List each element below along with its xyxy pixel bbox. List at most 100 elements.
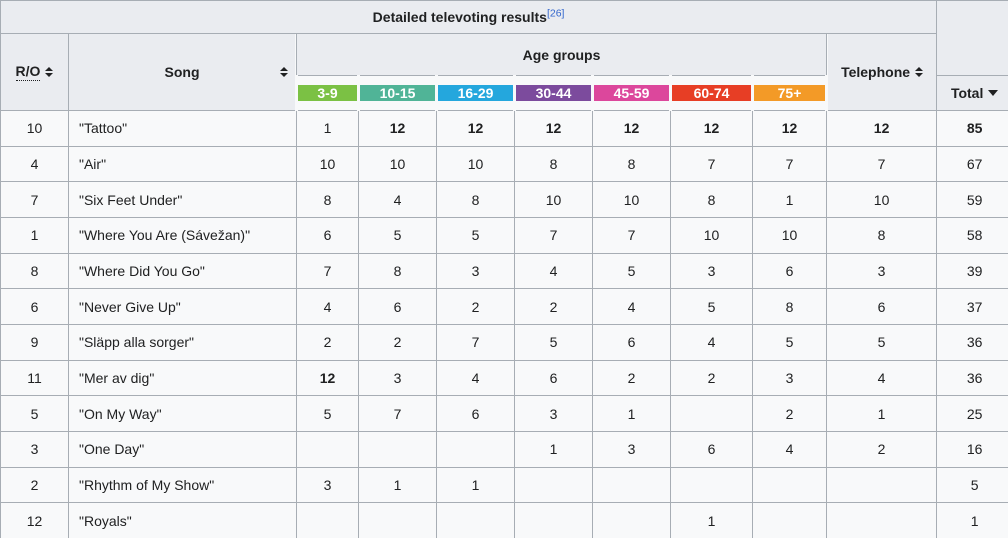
vote-cell: 5 [296, 395, 359, 432]
telephone-header-label: Telephone [841, 64, 911, 80]
ro-cell: 9 [0, 323, 69, 361]
vote-cell: 6 [592, 323, 671, 361]
vote-cell: 6 [358, 288, 437, 325]
vote-cell: 3 [358, 359, 437, 397]
ro-cell: 4 [0, 145, 69, 183]
table-row: 11 "Mer av dig" 12 3 4 6 2 2 3 4 36 [0, 359, 1008, 397]
sort-unsorted-icon[interactable] [45, 67, 54, 77]
column-header-total[interactable]: Total [936, 75, 1008, 111]
vote-cell: 12 [670, 110, 753, 147]
age-group-header: 10-15 [357, 75, 438, 111]
ro-cell: 2 [0, 466, 69, 504]
vote-cell: 8 [358, 252, 437, 290]
reference-link[interactable]: [26] [546, 7, 565, 20]
vote-cell [358, 430, 437, 468]
vote-cell: 12 [358, 110, 437, 147]
song-cell: "One Day" [68, 430, 297, 468]
vote-cell: 4 [752, 430, 827, 468]
ro-cell: 10 [0, 110, 69, 147]
vote-cell: 2 [296, 323, 359, 361]
total-cell: 67 [936, 145, 1008, 183]
vote-cell [592, 502, 671, 538]
song-header-label: Song [164, 64, 200, 80]
total-header-label: Total [950, 85, 984, 101]
ro-cell: 12 [0, 502, 69, 538]
vote-cell: 1 [514, 430, 593, 468]
sort-unsorted-icon[interactable] [280, 67, 288, 77]
vote-cell: 8 [752, 288, 827, 325]
vote-cell: 5 [752, 323, 827, 361]
vote-cell: 2 [670, 359, 753, 397]
total-cell: 5 [936, 466, 1008, 504]
vote-cell: 5 [825, 323, 938, 361]
vote-cell: 3 [514, 395, 593, 432]
song-cell: "Where Did You Go" [68, 252, 297, 290]
column-header-telephone[interactable]: Telephone [825, 33, 938, 111]
vote-cell: 1 [752, 181, 827, 218]
vote-cell: 7 [825, 145, 938, 183]
vote-cell: 2 [436, 288, 515, 325]
total-cell: 36 [936, 323, 1008, 361]
column-header-ro[interactable]: R/O [0, 33, 69, 111]
sort-unsorted-icon[interactable] [915, 67, 924, 77]
vote-cell: 4 [514, 252, 593, 290]
song-cell: "Royals" [68, 502, 297, 538]
ro-cell: 6 [0, 288, 69, 325]
vote-cell: 7 [296, 252, 359, 290]
vote-cell: 1 [296, 110, 359, 147]
total-cell: 59 [936, 181, 1008, 218]
total-cell: 39 [936, 252, 1008, 290]
vote-cell [514, 502, 593, 538]
total-cell: 37 [936, 288, 1008, 325]
table-row: 4 "Air" 10 10 10 8 8 7 7 7 67 [0, 145, 1008, 183]
vote-cell [670, 466, 753, 504]
song-cell: "Tattoo" [68, 110, 297, 147]
vote-cell [825, 466, 938, 504]
vote-cell: 2 [358, 323, 437, 361]
total-cell: 36 [936, 359, 1008, 397]
sort-descending-icon[interactable] [988, 90, 999, 96]
vote-cell: 1 [592, 395, 671, 432]
vote-cell: 6 [514, 359, 593, 397]
corner-spacer [936, 0, 1008, 76]
age-group-header: 30-44 [513, 75, 594, 111]
vote-cell [752, 502, 827, 538]
song-cell: "Never Give Up" [68, 288, 297, 325]
vote-cell: 3 [436, 252, 515, 290]
vote-cell: 10 [825, 181, 938, 218]
vote-cell [514, 466, 593, 504]
age-groups-label: Age groups [522, 46, 601, 63]
vote-cell: 7 [436, 323, 515, 361]
total-cell: 25 [936, 395, 1008, 432]
vote-cell: 10 [296, 145, 359, 183]
vote-cell [436, 502, 515, 538]
vote-cell: 10 [358, 145, 437, 183]
song-cell: "Släpp alla sorger" [68, 323, 297, 361]
vote-cell: 4 [358, 181, 437, 218]
vote-cell: 10 [670, 216, 753, 254]
vote-cell: 5 [670, 288, 753, 325]
total-cell: 16 [936, 430, 1008, 468]
table-row: 10 "Tattoo" 1 12 12 12 12 12 12 12 85 [0, 110, 1008, 147]
column-header-song[interactable]: Song [68, 33, 297, 111]
table-row: 5 "On My Way" 5 7 6 3 1 2 1 25 [0, 395, 1008, 432]
ro-cell: 8 [0, 252, 69, 290]
table-row: 9 "Släpp alla sorger" 2 2 7 5 6 4 5 5 36 [0, 323, 1008, 361]
vote-cell: 8 [670, 181, 753, 218]
vote-cell: 6 [436, 395, 515, 432]
vote-cell [296, 502, 359, 538]
vote-cell: 12 [436, 110, 515, 147]
vote-cell: 7 [592, 216, 671, 254]
vote-cell: 3 [752, 359, 827, 397]
vote-cell: 5 [436, 216, 515, 254]
vote-cell: 8 [436, 181, 515, 218]
results-body: 10 "Tattoo" 1 12 12 12 12 12 12 12 85 4 … [0, 110, 1008, 538]
vote-cell: 2 [825, 430, 938, 468]
vote-cell: 12 [752, 110, 827, 147]
vote-cell: 8 [825, 216, 938, 254]
vote-cell: 2 [592, 359, 671, 397]
vote-cell: 12 [825, 110, 938, 147]
vote-cell [752, 466, 827, 504]
age-group-header: 60-74 [669, 75, 754, 111]
